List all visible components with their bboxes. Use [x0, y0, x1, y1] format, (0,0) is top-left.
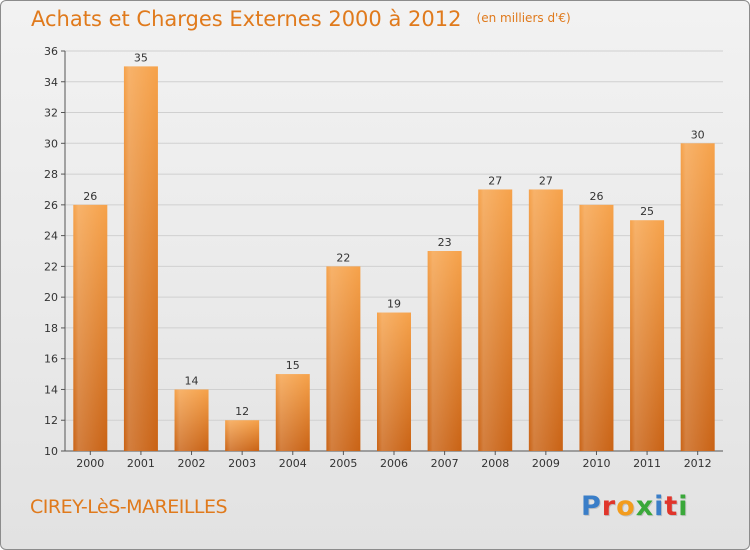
logo-letter: o [616, 491, 636, 522]
y-tick-label: 32 [44, 107, 58, 120]
bar-value-label: 22 [336, 251, 350, 264]
bar-value-label: 19 [387, 298, 401, 311]
bar-highlight [528, 189, 563, 451]
bar-value-label: 27 [488, 174, 502, 187]
x-tick-label: 2007 [431, 457, 459, 470]
logo-letter: x [635, 491, 655, 522]
bar-value-label: 27 [539, 174, 553, 187]
x-tick-label: 2010 [582, 457, 610, 470]
bar-highlight [174, 389, 209, 451]
title-block: Achats et Charges Externes 2000 à 2012 (… [31, 7, 571, 31]
logo-letter: P [581, 491, 602, 522]
y-tick-label: 14 [44, 383, 58, 396]
x-tick-label: 2011 [633, 457, 661, 470]
bar-value-label: 25 [640, 205, 654, 218]
x-tick-label: 2003 [228, 457, 256, 470]
y-tick-label: 20 [44, 291, 58, 304]
x-tick-label: 2000 [76, 457, 104, 470]
bar-value-label: 12 [235, 405, 249, 418]
bar-value-label: 23 [438, 236, 452, 249]
x-tick-label: 2006 [380, 457, 408, 470]
y-tick-label: 30 [44, 137, 58, 150]
bar-value-label: 26 [589, 190, 603, 203]
x-tick-label: 2005 [329, 457, 357, 470]
x-tick-label: 2008 [481, 457, 509, 470]
bar-highlight [478, 189, 513, 451]
y-tick-label: 12 [44, 414, 58, 427]
labels: 10 12 14 16 18 20 22 24 26 28 30 32 34 36 26 2000 35 2001… [44, 45, 712, 470]
bar-value-label: 14 [185, 374, 199, 387]
logo-letter: i [678, 491, 689, 522]
x-tick-label: 2002 [178, 457, 206, 470]
chart-subtitle: (en milliers d'€) [476, 11, 571, 25]
y-tick-label: 34 [44, 76, 58, 89]
bar-value-label: 30 [691, 128, 705, 141]
bars [73, 66, 715, 452]
chart-title: Achats et Charges Externes 2000 à 2012 [31, 7, 462, 31]
y-tick-label: 18 [44, 322, 58, 335]
y-tick-label: 26 [44, 199, 58, 212]
bar-highlight [225, 420, 260, 451]
y-tick-label: 16 [44, 353, 58, 366]
commune-name: CIREY-LèS-MAREILLES [30, 496, 228, 518]
x-tick-label: 2009 [532, 457, 560, 470]
x-tick-label: 2012 [684, 457, 712, 470]
bar-highlight [326, 266, 361, 451]
bar-highlight [579, 204, 614, 451]
logo-letter: r [601, 491, 617, 522]
bar-value-label: 15 [286, 359, 300, 372]
logo-letter: t [664, 491, 679, 522]
y-tick-label: 36 [44, 45, 58, 58]
bar-highlight [73, 204, 108, 451]
y-tick-label: 24 [44, 230, 58, 243]
bar-highlight [427, 251, 462, 451]
y-tick-label: 22 [44, 260, 58, 273]
bar-highlight [123, 66, 158, 451]
bar-highlight [680, 143, 715, 452]
x-tick-label: 2004 [279, 457, 307, 470]
bar-highlight [275, 374, 310, 451]
bar-highlight [630, 220, 665, 451]
bar-value-label: 35 [134, 51, 148, 64]
y-tick-label: 28 [44, 168, 58, 181]
proxiti-logo[interactable]: Proxiti [581, 491, 689, 522]
bar-highlight [377, 312, 411, 451]
bar-value-label: 26 [83, 190, 97, 203]
logo-letter: i [654, 491, 665, 522]
y-tick-label: 10 [44, 445, 58, 458]
x-tick-label: 2001 [127, 457, 155, 470]
